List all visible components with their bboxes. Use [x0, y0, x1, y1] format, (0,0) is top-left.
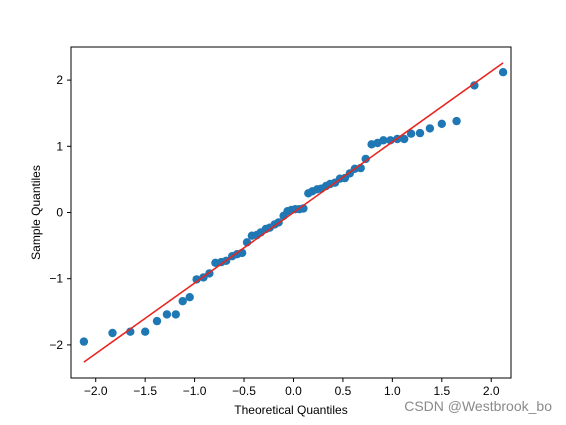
data-point	[79, 337, 89, 346]
x-tick-label: 0.5	[335, 384, 352, 398]
y-tick-label: −1	[49, 272, 63, 286]
y-tick-label: 2	[56, 73, 63, 87]
x-tick-label: −1.5	[133, 384, 157, 398]
x-axis-label: Theoretical Quantiles	[234, 403, 347, 417]
data-point	[185, 293, 194, 302]
x-tick-label: 0.0	[285, 384, 302, 398]
data-point	[437, 119, 446, 128]
x-tick-label: 1.0	[384, 384, 401, 398]
data-point	[406, 129, 416, 138]
data-point	[162, 310, 172, 319]
x-axis-ticks: −2.0 −1.5 −1.0 −0.5 0.0 0.5 1.0 1.5 2.0	[84, 378, 500, 398]
data-point	[152, 316, 162, 326]
data-point	[470, 81, 479, 90]
y-tick-label: 0	[56, 206, 63, 220]
data-point	[379, 136, 388, 145]
scatter-points	[79, 68, 508, 346]
data-point	[425, 124, 435, 133]
data-point	[361, 154, 370, 164]
data-point	[452, 116, 461, 126]
x-tick-label: 1.5	[433, 384, 450, 398]
x-tick-label: −0.5	[232, 384, 256, 398]
watermark: CSDN @Westbrook_bo	[404, 398, 552, 414]
data-point	[498, 68, 508, 77]
data-point	[192, 275, 201, 284]
data-point	[400, 134, 409, 144]
x-tick-label: −2.0	[84, 384, 108, 398]
data-point	[415, 128, 425, 138]
y-axis-label: Sample Quantiles	[29, 165, 43, 260]
data-point	[141, 327, 150, 336]
reference-line-layer	[83, 62, 504, 363]
x-tick-label: 2.0	[483, 384, 500, 398]
reference-line	[83, 62, 504, 363]
y-axis-ticks: −2 −1 0 1 2	[49, 73, 71, 352]
y-tick-label: −2	[49, 338, 63, 352]
data-point	[178, 297, 187, 306]
x-tick-label: −1.0	[183, 384, 207, 398]
data-point	[171, 310, 180, 319]
data-point	[108, 328, 117, 338]
y-tick-label: 1	[56, 139, 63, 153]
